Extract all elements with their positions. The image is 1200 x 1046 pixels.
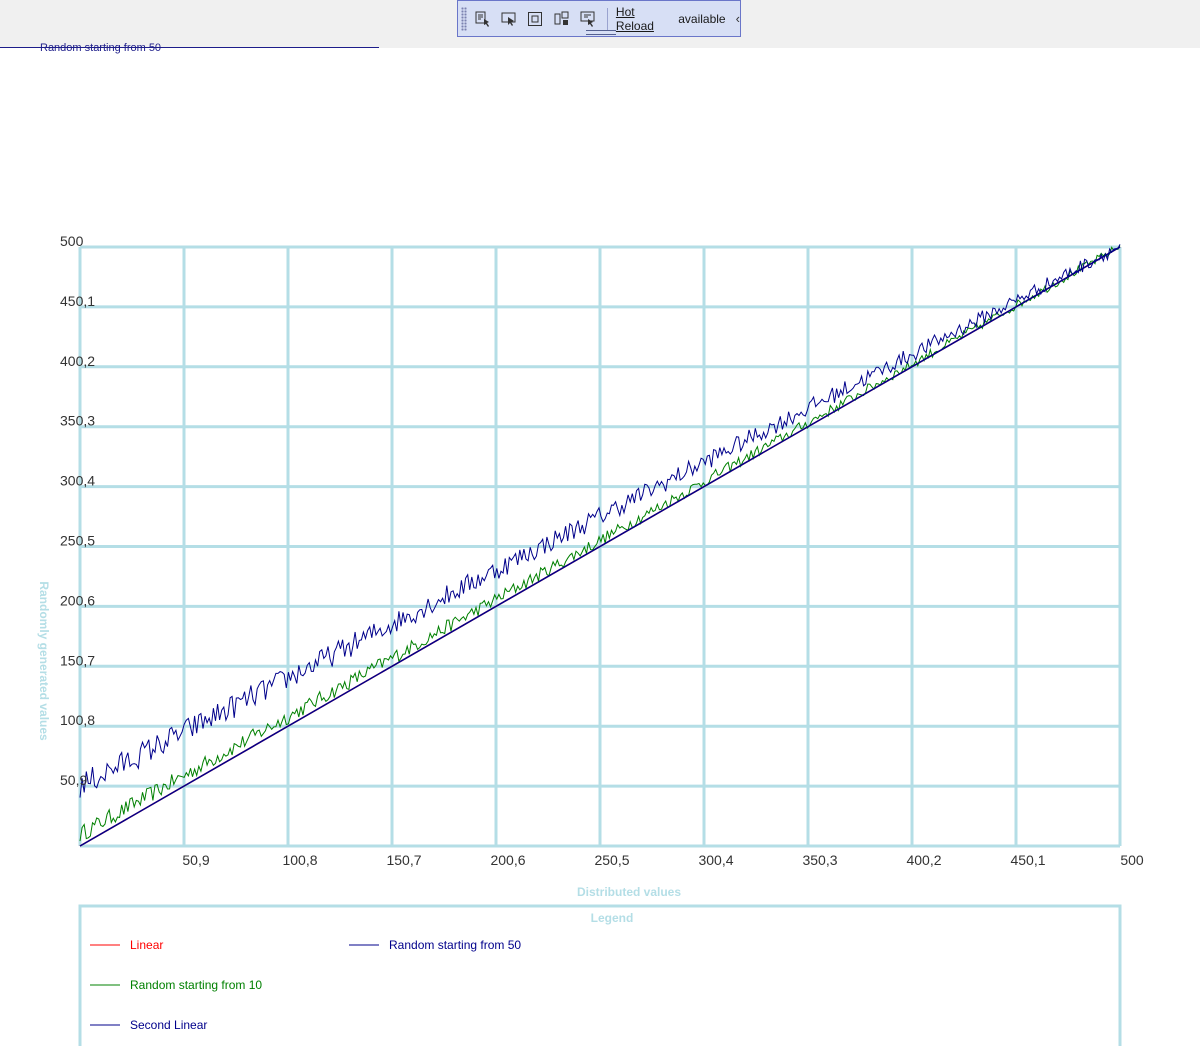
x-tick-label: 350,3 — [802, 852, 837, 868]
y-tick-label: 150,7 — [60, 652, 95, 668]
x-tick-label: 400,2 — [906, 852, 941, 868]
x-axis-label: Distributed values — [577, 885, 681, 899]
legend: Linear Random starting from 10 Second Line… — [90, 938, 521, 1032]
partial-legend-label: Random starting from 50 — [40, 43, 162, 54]
y-axis-label: Randomly generated values — [37, 581, 51, 741]
legend-box — [78, 904, 1122, 1046]
y-tick-label: 350,3 — [60, 413, 95, 429]
x-tick-label: 450,1 — [1010, 852, 1045, 868]
toolbar-grip[interactable] — [461, 6, 467, 31]
legend-label: Random starting from 50 — [389, 938, 521, 952]
layout-adorners-icon[interactable] — [552, 9, 571, 29]
chart-grid — [78, 245, 1122, 848]
y-tick-label: 500 — [60, 233, 84, 249]
series-line — [79, 245, 1121, 842]
legend-label: Linear — [130, 938, 163, 952]
select-element-icon[interactable] — [473, 9, 492, 29]
chart-series — [79, 244, 1121, 847]
track-focus-icon[interactable] — [526, 9, 545, 29]
collapse-chevron-icon[interactable]: ‹ — [735, 11, 740, 26]
y-tick-label: 200,6 — [60, 592, 95, 608]
y-tick-label: 300,4 — [60, 473, 95, 489]
y-tick-label: 400,2 — [60, 353, 95, 369]
y-tick-label: 100,8 — [60, 712, 95, 728]
hot-reload-toolbar: Hot Reload available ‹ — [457, 0, 741, 37]
partial-legend-line — [0, 47, 379, 48]
hot-reload-status: available — [678, 11, 726, 26]
x-tick-label: 500 — [1120, 852, 1144, 868]
x-tick-label: 300,4 — [698, 852, 733, 868]
chart-ticks: 50,9 100,8 150,7 200,6 250,5 300,4 350,3 400,2 4… — [60, 233, 1144, 868]
x-tick-label: 200,6 — [490, 852, 525, 868]
y-tick-label: 250,5 — [60, 533, 95, 549]
go-to-live-tree-icon[interactable] — [579, 9, 598, 29]
x-tick-label: 100,8 — [282, 852, 317, 868]
x-tick-label: 250,5 — [594, 852, 629, 868]
display-adorners-icon[interactable] — [499, 9, 518, 29]
hot-reload-link[interactable]: Hot Reload — [615, 4, 654, 33]
legend-title: Legend — [591, 911, 634, 925]
y-tick-label: 450,1 — [60, 293, 95, 309]
legend-label: Second Linear — [130, 1018, 207, 1032]
series-line — [79, 246, 1121, 847]
toolbar-underline — [586, 30, 616, 35]
series-line — [79, 244, 1121, 798]
x-tick-label: 150,7 — [386, 852, 421, 868]
legend-label: Random starting from 10 — [130, 978, 262, 992]
toolbar-separator — [606, 7, 608, 30]
y-tick-label: 50,9 — [60, 772, 87, 788]
x-tick-label: 50,9 — [182, 852, 209, 868]
